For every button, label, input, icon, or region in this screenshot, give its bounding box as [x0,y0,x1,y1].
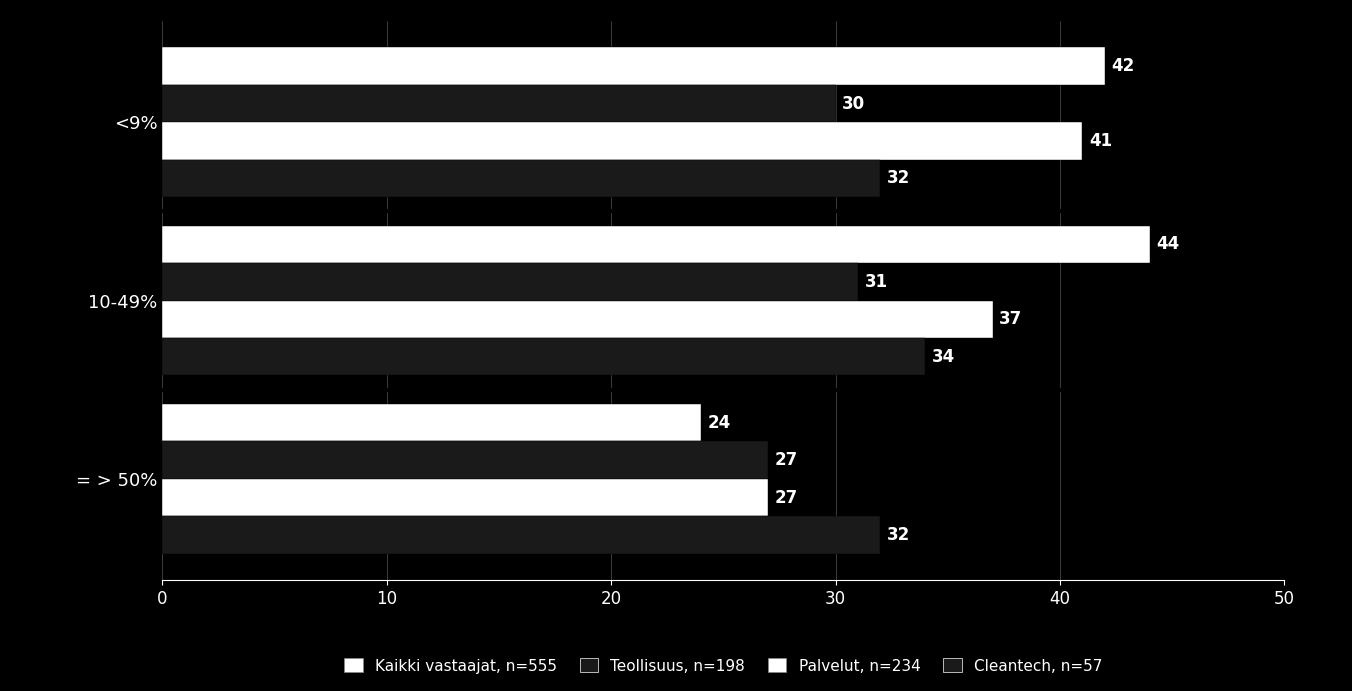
Text: 34: 34 [932,348,956,366]
Text: 32: 32 [887,169,910,187]
Text: 41: 41 [1090,132,1113,150]
Bar [162,160,880,197]
Bar [162,301,992,338]
Bar [162,48,1105,85]
Bar [162,226,1149,263]
Bar [162,85,836,122]
Bar [162,516,880,553]
Text: 31: 31 [865,273,888,291]
Text: 42: 42 [1111,57,1134,75]
Text: 24: 24 [707,414,731,432]
Bar [162,479,768,516]
Bar [162,442,768,479]
Bar [162,263,859,301]
Bar [162,122,1083,160]
Text: 27: 27 [775,489,798,507]
Text: 32: 32 [887,526,910,544]
Text: 44: 44 [1156,236,1180,254]
Text: 27: 27 [775,451,798,469]
Legend: Kaikki vastaajat, n=555, Teollisuus, n=198, Palvelut, n=234, Cleantech, n=57: Kaikki vastaajat, n=555, Teollisuus, n=1… [345,659,1102,674]
Text: 37: 37 [999,310,1022,328]
Bar [162,338,925,375]
Text: 30: 30 [842,95,865,113]
Bar [162,404,700,442]
